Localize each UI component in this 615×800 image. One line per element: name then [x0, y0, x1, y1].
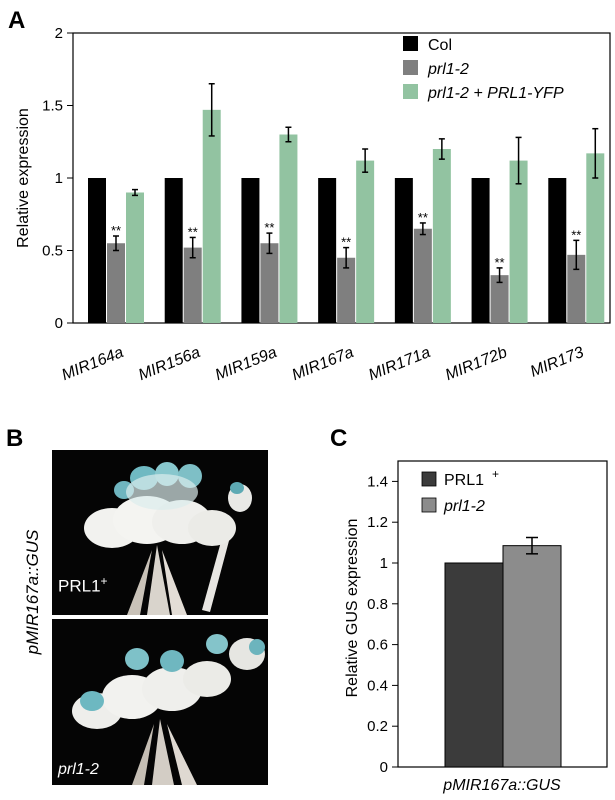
flower-image-top [84, 462, 252, 615]
chart-a-legend-label: Col [428, 37, 452, 54]
chart-a-bar [413, 228, 432, 323]
chart-a-ylabel: Relative expression [15, 108, 32, 248]
chart-a-bar [88, 178, 106, 323]
chart-a-bar [471, 178, 490, 323]
chart-a-legend: Col prl1-2 prl1-2 + PRL1-YFP [403, 36, 564, 102]
chart-c: Relative GUS expression pMIR167a::GUS 0 0… [344, 460, 608, 794]
chart-c-legend: PRL1 + prl1-2 [421, 467, 499, 515]
chart-a-significance: ** [571, 227, 581, 242]
panel-label-c: C [330, 425, 347, 452]
chart-a-xtick-label: MIR167a [290, 344, 357, 384]
chart-a-legend-swatch [403, 36, 418, 51]
chart-a-ytick-label: 1 [55, 170, 63, 187]
chart-a-bar [337, 257, 356, 323]
chart-a-bar [318, 178, 337, 323]
chart-a-xtick-label: MIR156a [136, 344, 203, 384]
photo-side-label: pMIR167a::GUS [23, 529, 42, 655]
panel-label-a: A [8, 7, 25, 34]
chart-a-bar [279, 134, 298, 323]
chart-c-ytick-label: 0.8 [367, 596, 388, 613]
chart-c-ytick-label: 0.2 [367, 718, 388, 735]
chart-a-ytick-label: 0.5 [42, 243, 63, 260]
chart-a-significance: ** [341, 235, 351, 250]
chart-c-ytick-label: 1.4 [367, 473, 388, 490]
chart-a-bar [567, 254, 586, 323]
chart-c-ylabel: Relative GUS expression [344, 519, 361, 698]
chart-a-bar [586, 153, 605, 323]
photo-label-prl1-plus: PRL1+ [58, 574, 108, 597]
chart-a-legend-label: prl1-2 + PRL1-YFP [427, 85, 564, 102]
chart-a: Relative expression 0 0.5 1 1.5 2 ** ** ** ** **… [15, 25, 611, 384]
chart-a-ytick-label: 0 [55, 315, 63, 332]
chart-a-significance: ** [495, 255, 505, 270]
chart-a-legend-swatch [403, 84, 418, 99]
flower-cluster-illustration-2 [72, 634, 265, 785]
photo-label-prl1-text: PRL1 [58, 576, 101, 596]
chart-a-significance: ** [188, 224, 198, 239]
chart-c-legend-label: prl1-2 [443, 498, 485, 515]
chart-c-ytick-label: 1.2 [367, 514, 388, 531]
chart-a-bar [490, 275, 509, 323]
chart-a-bar [432, 149, 451, 323]
chart-a-bar [260, 243, 279, 323]
chart-c-bar [502, 545, 562, 768]
chart-a-xtick-label: MIR164a [59, 344, 126, 384]
chart-c-legend-swatch [421, 497, 437, 513]
chart-c-legend-label: PRL1 [444, 472, 484, 489]
chart-a-bar [107, 243, 125, 323]
chart-a-significance: ** [418, 210, 428, 225]
chart-c-ytick-label: 0.6 [367, 637, 388, 654]
chart-a-xtick-label: MIR172b [443, 344, 510, 384]
chart-c-ytick-label: 1 [380, 555, 388, 572]
chart-a-bar [509, 160, 528, 323]
chart-a-bar [126, 192, 144, 323]
chart-a-bar [202, 109, 221, 323]
chart-a-bar [548, 178, 567, 323]
chart-a-legend-swatch [403, 60, 418, 75]
chart-a-legend-label: prl1-2 [427, 61, 469, 78]
chart-a-bar [164, 178, 183, 323]
flower-image-bottom [72, 634, 265, 785]
chart-a-significance: ** [111, 223, 121, 238]
chart-a-bar [183, 247, 202, 323]
chart-a-ytick-label: 2 [55, 25, 63, 42]
chart-c-ytick-label: 0.4 [367, 677, 388, 694]
chart-c-bar [444, 562, 504, 768]
chart-a-xtick-label: MIR171a [366, 344, 433, 384]
chart-a-bar [356, 160, 375, 323]
chart-a-xtick-label: MIR173 [528, 344, 586, 381]
chart-a-significance: ** [264, 220, 274, 235]
chart-c-xlabel: pMIR167a::GUS [442, 777, 561, 794]
chart-c-legend-swatch [421, 471, 437, 487]
chart-c-legend-sup: + [492, 467, 499, 481]
photo-label-prl1-2: prl1-2 [58, 761, 99, 778]
panel-label-b: B [6, 425, 23, 452]
photo-label-prl1-sup: + [100, 574, 108, 588]
chart-c-ytick-label: 0 [380, 759, 388, 776]
chart-a-xtick-label: MIR159a [213, 344, 280, 384]
flower-cluster-illustration [84, 462, 252, 615]
chart-a-bar [394, 178, 413, 323]
photo-prl1-2: prl1-2 [52, 619, 268, 785]
chart-a-bar [241, 178, 260, 323]
photo-prl1-plus: PRL1+ [52, 450, 268, 615]
chart-a-ytick-label: 1.5 [42, 98, 63, 115]
